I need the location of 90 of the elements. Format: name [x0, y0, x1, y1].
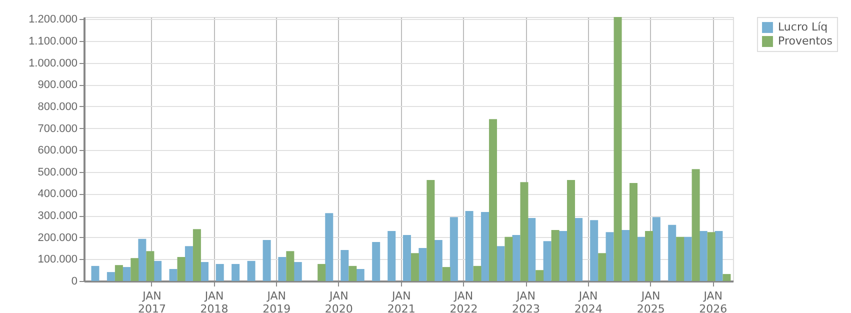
bar	[684, 236, 692, 281]
bar	[598, 253, 606, 281]
x-tick-label: JAN 2021	[387, 290, 416, 313]
bar	[434, 240, 442, 281]
bar	[707, 232, 716, 281]
bar	[177, 257, 186, 281]
y-tick-label: 700.000	[38, 122, 78, 135]
bar	[122, 267, 131, 281]
bar	[692, 169, 700, 281]
bar	[184, 246, 193, 281]
bar	[722, 274, 731, 281]
bar	[567, 180, 576, 281]
bar	[520, 182, 528, 281]
y-tick-label: 500.000	[38, 166, 78, 178]
bar	[590, 220, 598, 281]
y-tick-label: 1.200.000	[28, 14, 78, 26]
bar	[294, 262, 302, 281]
bar	[536, 270, 544, 281]
bar	[637, 236, 646, 281]
bar	[286, 251, 294, 281]
y-tick-label: 600.000	[38, 144, 78, 157]
bar	[465, 210, 474, 281]
bar	[169, 269, 178, 281]
bar	[418, 248, 427, 281]
bar	[91, 266, 100, 281]
bar	[473, 266, 482, 281]
bar	[699, 231, 708, 281]
bar	[130, 258, 139, 281]
bar	[504, 236, 513, 281]
x-tick-label: JAN 2019	[262, 290, 291, 313]
x-tick-label: JAN 2025	[636, 290, 665, 313]
bar	[106, 272, 115, 281]
bar	[262, 240, 271, 281]
bar	[114, 265, 123, 281]
bar	[340, 250, 349, 281]
bar	[621, 230, 630, 281]
legend-label: Proventos	[778, 34, 833, 48]
y-tick-label: 900.000	[38, 79, 78, 92]
y-tick-label: 0	[71, 276, 78, 288]
x-tick-label: JAN 2024	[574, 290, 602, 313]
x-tick-label: JAN 2017	[138, 290, 166, 313]
bar	[325, 213, 334, 281]
bar	[372, 242, 380, 281]
y-tick-label: 800.000	[38, 100, 78, 113]
y-tick-label: 400.000	[38, 188, 78, 200]
x-tick-label: JAN 2022	[450, 290, 478, 313]
bar	[146, 251, 154, 281]
bar	[488, 119, 497, 281]
bar	[551, 230, 560, 281]
bar	[512, 234, 520, 281]
bar	[278, 257, 286, 281]
bar	[528, 218, 536, 281]
bar	[192, 229, 201, 281]
bar	[138, 238, 146, 281]
y-tick-label: 100.000	[38, 254, 78, 266]
legend-label: Lucro Líq	[778, 20, 828, 34]
bar	[574, 218, 583, 281]
bar	[232, 264, 240, 281]
y-tick-label: 200.000	[38, 232, 78, 244]
bar	[645, 231, 654, 281]
bar	[480, 212, 489, 281]
bar	[652, 217, 660, 281]
x-tick-label: JAN 2020	[324, 290, 353, 313]
bar	[402, 234, 411, 281]
bar	[614, 17, 622, 281]
bar	[496, 246, 505, 281]
x-tick-label: JAN 2023	[512, 290, 540, 313]
y-tick-label: 1.000.000	[28, 57, 78, 70]
y-tick-label: 1.100.000	[28, 36, 78, 48]
y-tick-label: 300.000	[38, 210, 78, 222]
bar	[356, 269, 364, 281]
bar	[543, 241, 552, 281]
bar	[629, 183, 638, 281]
bar	[216, 264, 224, 281]
bar	[559, 231, 568, 281]
bar	[450, 217, 458, 281]
bar	[668, 224, 676, 281]
bar	[676, 236, 684, 281]
bar	[442, 267, 450, 281]
bar	[154, 260, 162, 281]
bar	[606, 232, 614, 281]
bar	[247, 260, 256, 281]
bar	[388, 231, 396, 281]
bar	[426, 180, 435, 281]
bar	[318, 264, 326, 281]
x-tick-label: JAN 2026	[699, 290, 728, 313]
x-tick-label: JAN 2018	[200, 290, 228, 313]
bar	[410, 253, 419, 281]
bar	[200, 262, 209, 281]
bar	[348, 266, 357, 281]
